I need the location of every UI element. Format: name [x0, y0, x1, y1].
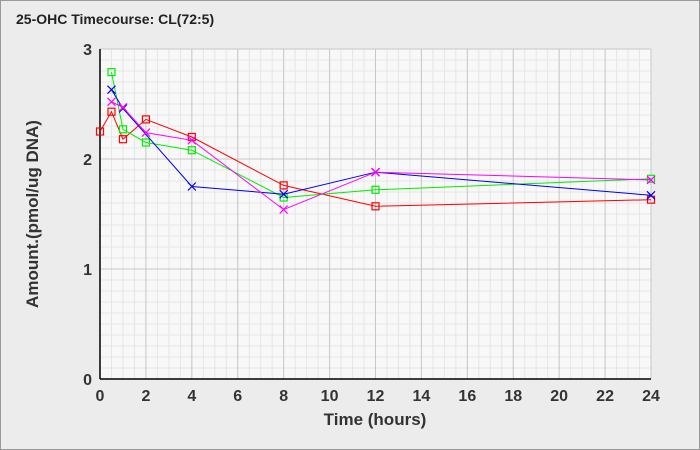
- data-point-blue: [279, 189, 289, 199]
- x-tick-label: 18: [504, 388, 522, 405]
- data-point-magenta: [371, 167, 380, 177]
- data-point-red: [95, 127, 105, 136]
- y-axis-label: Amount.(pmol/ug DNA): [23, 120, 42, 308]
- data-point-green: [371, 185, 380, 194]
- chart-title: 25-OHC Timecourse: CL(72:5): [16, 11, 214, 27]
- data-point-magenta: [279, 205, 289, 215]
- x-tick-label: 0: [96, 388, 105, 405]
- x-tick-label: 14: [413, 388, 431, 405]
- data-point-red: [107, 107, 116, 116]
- x-tick-label: 16: [458, 388, 476, 405]
- y-tick-label: 0: [83, 372, 92, 389]
- data-point-magenta: [118, 102, 128, 112]
- data-point-blue: [187, 182, 197, 191]
- data-point-green: [107, 67, 116, 77]
- x-tick-label: 22: [596, 388, 614, 405]
- data-point-magenta: [646, 175, 656, 185]
- series-line-green: [110, 72, 652, 199]
- x-tick-label: 10: [321, 388, 339, 405]
- data-point-red: [646, 195, 656, 204]
- x-tick-label: 4: [187, 388, 196, 405]
- data-point-blue: [646, 190, 656, 200]
- x-tick-label: 12: [367, 388, 385, 405]
- x-tick-label: 2: [141, 388, 150, 405]
- data-point-magenta: [107, 97, 116, 107]
- data-point-red: [279, 181, 288, 190]
- y-tick-label: 1: [83, 262, 92, 279]
- data-point-green: [187, 146, 196, 155]
- x-tick-label: 20: [550, 388, 568, 405]
- data-point-green: [118, 125, 128, 134]
- x-tick-label: 6: [233, 388, 242, 405]
- data-point-green: [141, 138, 151, 147]
- data-point-green: [646, 174, 656, 183]
- series-line-red: [99, 110, 652, 207]
- x-tick-label: 24: [642, 388, 660, 405]
- y-tick-label: 2: [83, 152, 92, 169]
- x-tick-label: 8: [279, 388, 288, 405]
- x-axis-label: Time (hours): [324, 410, 427, 429]
- y-tick-label: 3: [83, 42, 92, 59]
- data-point-red: [118, 135, 128, 144]
- data-point-blue: [107, 85, 116, 95]
- data-point-magenta: [141, 128, 151, 138]
- data-point-red: [371, 202, 380, 211]
- data-point-magenta: [187, 135, 197, 145]
- data-point-red: [141, 115, 151, 124]
